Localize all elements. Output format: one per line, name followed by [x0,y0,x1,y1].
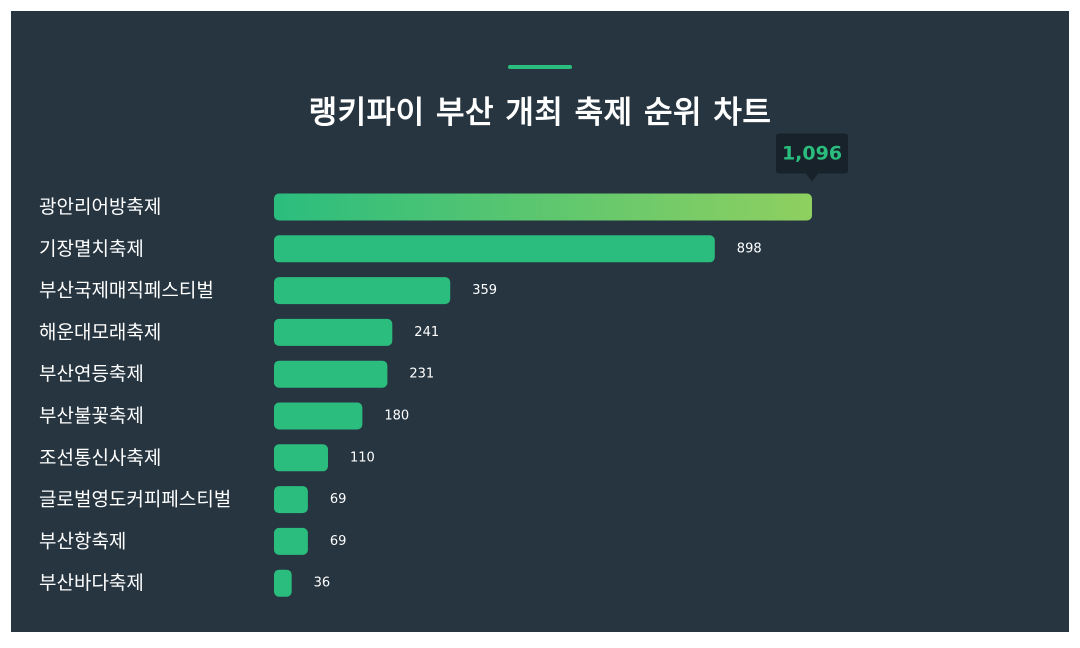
bar[interactable] [274,402,363,430]
value-label: 69 [330,492,347,507]
value-label: 110 [350,450,375,465]
category-label: 부산불꽃축제 [39,405,144,427]
value-label: 69 [330,534,347,549]
value-label: 36 [314,576,331,591]
category-label: 부산바다축제 [39,572,144,594]
bar[interactable] [274,277,451,305]
value-label: 898 [737,241,762,256]
category-label: 글로벌영도커피페스티벌 [39,489,231,511]
category-label: 부산국제매직페스티벌 [39,280,214,302]
value-label: 241 [414,325,439,340]
bar-chart: 광안리어방축제 1,096 기장멸치축제 898 부산국제매직페스티벌 359 해운대모래축… [39,133,848,597]
bar[interactable] [274,235,715,263]
category-label: 기장멸치축제 [39,238,144,260]
bar[interactable] [274,318,393,346]
category-label: 부산연등축제 [39,363,144,385]
bar[interactable] [274,486,308,514]
chart-title: 랭키파이 부산 개최 축제 순위 차트 [308,95,772,131]
tooltip-pointer [806,173,818,182]
value-label: 231 [409,367,434,382]
tooltip-box [776,133,848,174]
bar[interactable] [274,569,292,597]
category-label: 해운대모래축제 [39,321,161,343]
value-label: 180 [384,409,409,424]
category-label: 조선통신사축제 [39,447,161,469]
category-label: 부산항축제 [39,530,126,552]
value-tooltip: 1,096 [776,133,848,182]
bar[interactable] [274,527,308,555]
value-label: 1,096 [782,143,842,165]
title-accent-line [508,65,572,69]
bar[interactable] [274,360,388,388]
chart-card: 랭키파이 부산 개최 축제 순위 차트 광안리어방축제 1,096 기장멸치축제 89… [11,11,1069,632]
category-label: 광안리어방축제 [39,196,161,218]
value-label: 359 [472,283,497,298]
bar[interactable] [274,444,328,472]
bar[interactable] [274,193,812,221]
